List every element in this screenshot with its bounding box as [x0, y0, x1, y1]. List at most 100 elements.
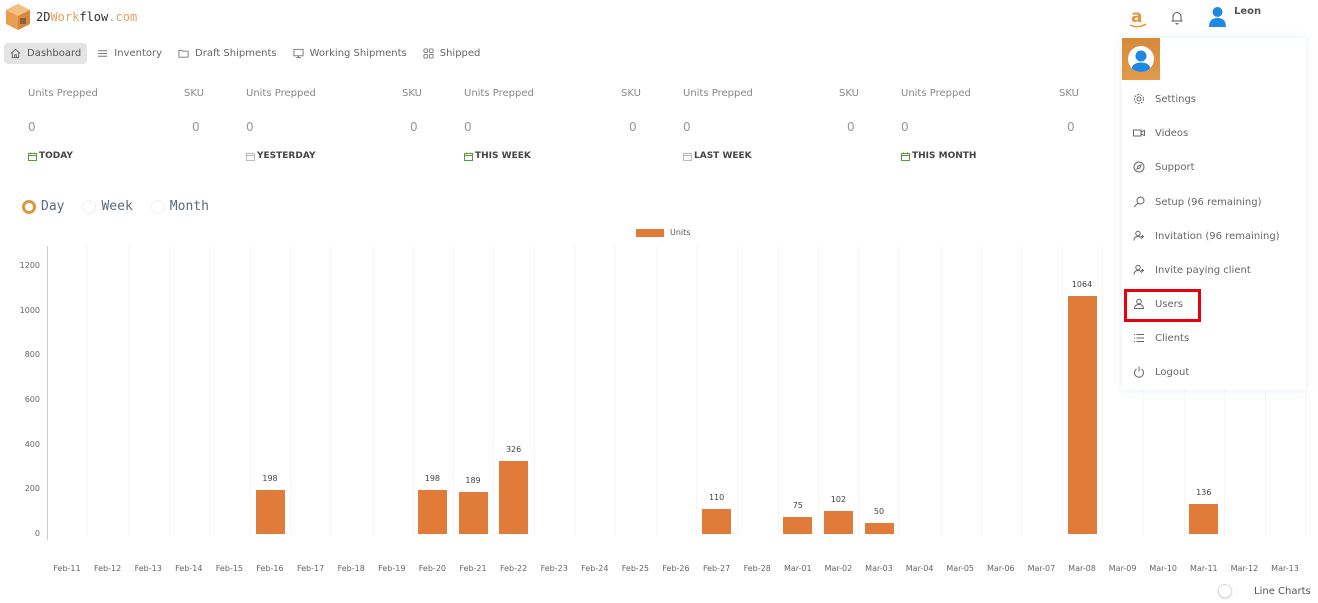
- list-icon: [98, 50, 108, 57]
- grid-line: [1264, 246, 1266, 536]
- bar[interactable]: [1189, 503, 1219, 534]
- grid-line: [574, 246, 576, 536]
- bar[interactable]: [783, 517, 813, 534]
- nav-draft-shipments[interactable]: Draft Shipments: [172, 43, 283, 64]
- nav-shipped[interactable]: Shipped: [417, 43, 487, 64]
- x-tick-label: Mar-09: [1108, 564, 1137, 573]
- menu-item-support[interactable]: Support: [1122, 154, 1306, 180]
- user-avatar-icon[interactable]: [1208, 6, 1227, 28]
- user-add-icon: [1133, 264, 1144, 275]
- period-label: THIS WEEK: [464, 151, 531, 161]
- user-name[interactable]: Leon: [1234, 6, 1262, 17]
- nav-dashboard[interactable]: Dashboard: [4, 43, 88, 64]
- sku-value: 0: [847, 120, 855, 134]
- bar[interactable]: [1067, 296, 1097, 534]
- period-text: YESTERDAY: [257, 151, 316, 161]
- radio-day[interactable]: Day: [22, 199, 64, 214]
- x-tick-label: Mar-11: [1189, 564, 1218, 573]
- radio-week[interactable]: Week: [82, 199, 133, 214]
- grid-line: [1061, 246, 1063, 536]
- grid-icon: [423, 48, 434, 59]
- menu-item-label: Settings: [1155, 93, 1197, 105]
- grid-line: [1305, 246, 1307, 536]
- y-tick-label: 200: [24, 484, 40, 494]
- line-charts-toggle[interactable]: [1218, 584, 1243, 598]
- menu-item-label: Setup (96 remaining): [1155, 196, 1262, 208]
- bar-value-label: 189: [465, 475, 481, 485]
- grid-line: [777, 246, 779, 536]
- bar[interactable]: [458, 491, 488, 534]
- y-tick-label: 400: [24, 439, 40, 449]
- x-tick-label: Feb-25: [621, 564, 649, 573]
- grid-line: [330, 246, 332, 536]
- radio-label: Day: [41, 199, 65, 214]
- units-value: 0: [901, 120, 909, 134]
- app-logo[interactable]: 2DWorkflow.com: [4, 2, 137, 32]
- menu-item-clients[interactable]: Clients: [1122, 325, 1306, 351]
- units-value: 0: [246, 120, 254, 134]
- radio-month[interactable]: Month: [150, 199, 209, 214]
- sku-value: 0: [629, 120, 637, 134]
- x-tick-label: Mar-02: [824, 564, 853, 573]
- bar[interactable]: [499, 461, 529, 534]
- period-label: LAST WEEK: [683, 151, 752, 161]
- menu-item-invite-paying-client[interactable]: Invite paying client: [1122, 257, 1306, 283]
- y-tick-label: 800: [24, 350, 40, 360]
- x-tick-label: Feb-14: [175, 564, 203, 573]
- nav-label: Shipped: [439, 48, 481, 59]
- radio-dot[interactable]: [82, 199, 97, 214]
- video-icon: [1133, 129, 1145, 137]
- x-tick-label: Feb-27: [702, 564, 731, 573]
- menu-item-invitation[interactable]: Invitation (96 remaining): [1122, 223, 1306, 249]
- amazon-icon[interactable]: a: [1128, 4, 1148, 30]
- chart-legend[interactable]: Units: [636, 228, 690, 237]
- grid-line: [1224, 246, 1226, 536]
- grid-line: [1102, 246, 1104, 536]
- radio-dot[interactable]: [150, 199, 165, 214]
- bar[interactable]: [702, 509, 732, 534]
- bar-value-label: 102: [830, 495, 847, 505]
- list-icon: [1134, 334, 1144, 342]
- nav-inventory[interactable]: Inventory: [91, 43, 168, 64]
- grid-line: [939, 246, 941, 536]
- menu-item-label: Invitation (96 remaining): [1155, 230, 1280, 242]
- radio-label: Month: [169, 199, 209, 214]
- grid-line: [452, 246, 454, 536]
- grid-line: [980, 246, 982, 536]
- grid-line: [533, 246, 535, 536]
- y-axis: [47, 246, 48, 540]
- grid-line: [1142, 246, 1144, 536]
- calendar-icon: [901, 152, 910, 161]
- bell-icon[interactable]: [1170, 10, 1184, 25]
- units-label: Units Prepped: [28, 88, 98, 99]
- box-logo-icon: [6, 4, 30, 30]
- grid-line: [209, 246, 211, 536]
- units-label: Units Prepped: [246, 88, 316, 99]
- menu-item-settings[interactable]: Settings: [1122, 86, 1306, 112]
- sku-label: SKU: [621, 88, 641, 99]
- compass-icon: [1133, 161, 1145, 173]
- bar[interactable]: [255, 489, 285, 534]
- menu-item-setup[interactable]: Setup (96 remaining): [1122, 189, 1306, 215]
- menu-item-users[interactable]: Users: [1122, 291, 1306, 317]
- x-tick-label: Mar-03: [865, 564, 893, 573]
- x-tick-label: Feb-28: [743, 564, 771, 573]
- sku-value: 0: [192, 120, 200, 134]
- x-tick-label: Mar-13: [1271, 564, 1299, 573]
- home-icon: [10, 48, 21, 59]
- bar[interactable]: [417, 489, 447, 534]
- user-add-icon: [1133, 230, 1144, 241]
- menu-item-videos[interactable]: Videos: [1122, 120, 1306, 146]
- bar[interactable]: [864, 522, 894, 534]
- units-label: Units Prepped: [901, 88, 971, 99]
- menu-item-logout[interactable]: Logout: [1122, 359, 1306, 385]
- nav-working-shipments[interactable]: Working Shipments: [287, 43, 413, 64]
- grid-line: [412, 246, 414, 536]
- granularity-radio-group: Day Week Month: [22, 199, 209, 214]
- radio-dot[interactable]: [22, 199, 36, 214]
- sku-value: 0: [410, 120, 418, 134]
- x-tick-label: Mar-12: [1230, 564, 1259, 573]
- bar[interactable]: [823, 511, 853, 534]
- folder-icon: [178, 49, 189, 58]
- x-tick-label: Feb-21: [459, 564, 487, 573]
